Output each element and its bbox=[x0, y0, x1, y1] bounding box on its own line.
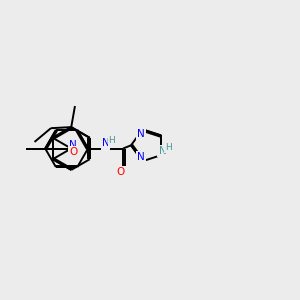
Text: N: N bbox=[69, 140, 76, 150]
Text: N: N bbox=[158, 146, 166, 156]
Text: N: N bbox=[102, 139, 110, 148]
Text: O: O bbox=[70, 147, 78, 158]
Text: N: N bbox=[137, 129, 145, 139]
Text: O: O bbox=[116, 167, 124, 177]
Text: H: H bbox=[165, 143, 172, 152]
Text: N: N bbox=[137, 152, 145, 162]
Text: H: H bbox=[108, 136, 115, 145]
